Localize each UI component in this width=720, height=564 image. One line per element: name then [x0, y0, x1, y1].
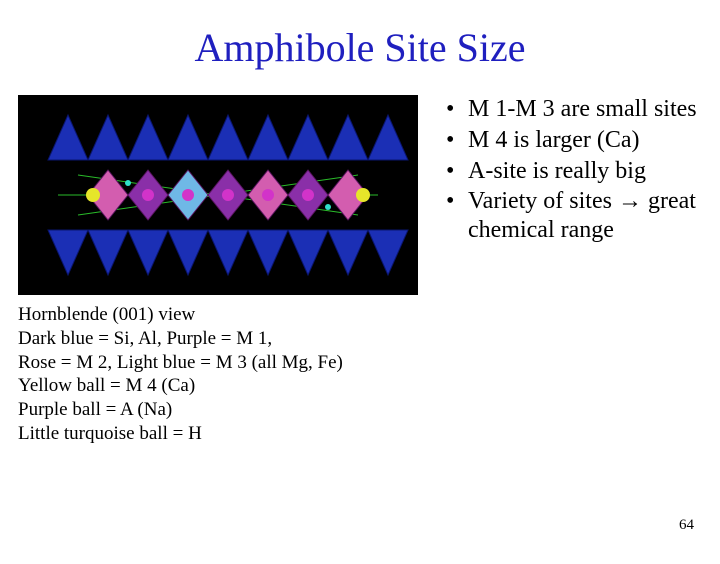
right-column: M 1-M 3 are small sites M 4 is larger (C…: [418, 95, 702, 446]
caption-line: Purple ball = A (Na): [18, 398, 418, 422]
list-item: Variety of sites → great chemical range: [446, 187, 702, 245]
list-item: A-site is really big: [446, 157, 702, 186]
caption-line: Rose = M 2, Light blue = M 3 (all Mg, Fe…: [18, 351, 418, 375]
left-column: Hornblende (001) view Dark blue = Si, Al…: [18, 95, 418, 446]
crystal-svg: [18, 95, 418, 295]
bullet-list: M 1-M 3 are small sites M 4 is larger (C…: [446, 95, 702, 245]
list-item: M 1-M 3 are small sites: [446, 95, 702, 124]
content-row: Hornblende (001) view Dark blue = Si, Al…: [0, 95, 720, 446]
page-title: Amphibole Site Size: [0, 24, 720, 71]
diagram-caption: Hornblende (001) view Dark blue = Si, Al…: [18, 303, 418, 446]
page-number: 64: [679, 517, 694, 534]
caption-line: Little turquoise ball = H: [18, 422, 418, 446]
caption-line: Dark blue = Si, Al, Purple = M 1,: [18, 327, 418, 351]
list-item: M 4 is larger (Ca): [446, 126, 702, 155]
structure-diagram: [18, 95, 418, 295]
caption-line: Yellow ball = M 4 (Ca): [18, 374, 418, 398]
caption-line: Hornblende (001) view: [18, 303, 418, 327]
